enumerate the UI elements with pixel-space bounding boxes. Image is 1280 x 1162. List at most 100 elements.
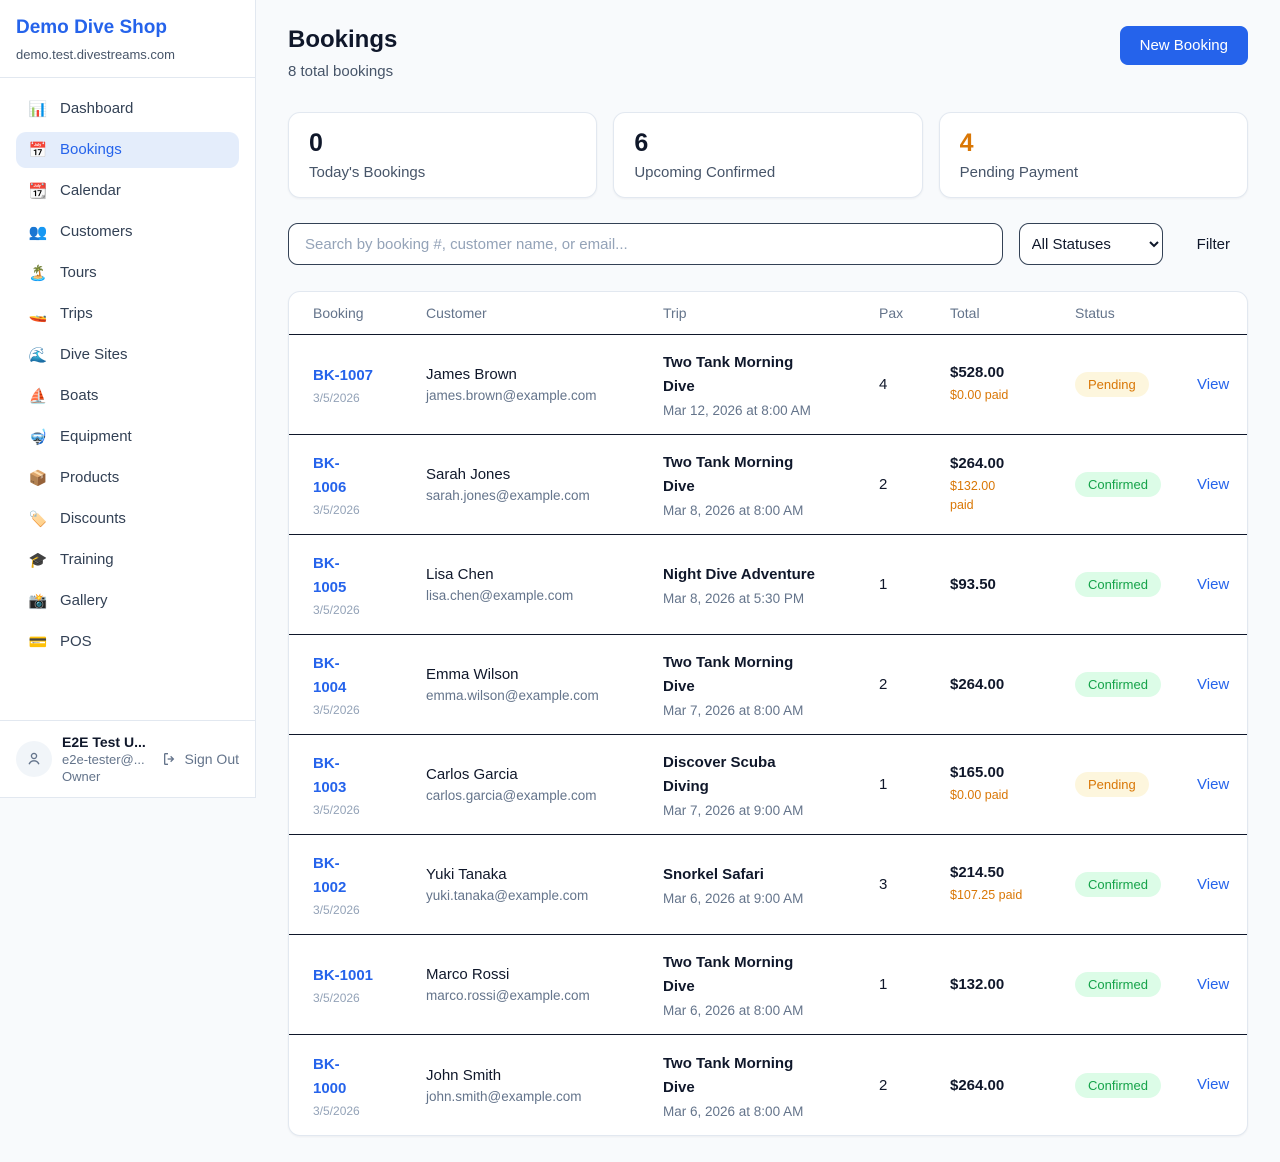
sidebar-item-discounts[interactable]: 🏷️ Discounts: [16, 501, 239, 537]
view-link[interactable]: View: [1197, 575, 1230, 593]
sidebar-item-dashboard[interactable]: 📊 Dashboard: [16, 91, 239, 127]
search-input[interactable]: [288, 223, 1003, 266]
view-link[interactable]: View: [1197, 975, 1230, 993]
view-link[interactable]: View: [1197, 875, 1230, 893]
table-row: BK-1001 3/5/2026 Marco Rossi marco.rossi…: [289, 935, 1247, 1036]
sidebar-item-label: Equipment: [60, 428, 132, 446]
pax-cell: 2: [879, 676, 950, 693]
total-cell: $264.00 $132.00 paid: [950, 455, 1075, 515]
trip-cell: Discover Scuba Diving Mar 7, 2026 at 9:0…: [663, 751, 879, 818]
pax-cell: 4: [879, 376, 950, 393]
trip-cell: Two Tank Morning Dive Mar 6, 2026 at 8:0…: [663, 951, 879, 1018]
brand: Demo Dive Shop demo.test.divestreams.com: [0, 0, 255, 78]
tours-icon: 🏝️: [28, 264, 48, 282]
trip-name: Two Tank Morning Dive: [663, 1054, 794, 1096]
column-header-total: Total: [950, 305, 980, 322]
booking-date: 3/5/2026: [313, 903, 360, 918]
actions-cell: View: [1187, 776, 1229, 794]
booking-id-link[interactable]: BK- 1000: [313, 1055, 347, 1097]
stat-value: 0: [309, 128, 323, 157]
booking-id-link[interactable]: BK- 1002: [313, 855, 347, 897]
sidebar-item-label: Calendar: [60, 182, 121, 200]
booking-id-link[interactable]: BK-1001: [313, 967, 374, 985]
stat-card-upcoming-confirmed: 6 Upcoming Confirmed: [613, 111, 923, 199]
status-filter-select[interactable]: All Statuses: [1018, 223, 1163, 266]
sidebar-nav: 📊 Dashboard 📅 Bookings 📆 Calendar 👥 Cust…: [0, 78, 255, 720]
booking-id-link[interactable]: BK- 1003: [313, 755, 347, 797]
trips-icon: 🚤: [28, 305, 48, 323]
trip-name: Two Tank Morning Dive: [663, 954, 794, 996]
trip-cell: Two Tank Morning Dive Mar 12, 2026 at 8:…: [663, 351, 879, 418]
trip-datetime: Mar 8, 2026 at 5:30 PM: [663, 591, 805, 607]
view-link[interactable]: View: [1197, 675, 1230, 693]
column-header-status: Status: [1075, 305, 1115, 322]
table-header-row: Booking Customer Trip Pax Total Status: [289, 292, 1247, 336]
customer-name: Yuki Tanaka: [426, 866, 507, 884]
booking-id-link[interactable]: BK-1007: [313, 367, 374, 385]
booking-cell: BK- 1003 3/5/2026: [313, 752, 426, 817]
customer-email: sarah.jones@example.com: [426, 488, 590, 504]
user-name: E2E Test U...: [62, 734, 146, 750]
booking-id-link[interactable]: BK- 1004: [313, 655, 347, 697]
sidebar-item-boats[interactable]: ⛵ Boats: [16, 378, 239, 414]
total-cell: $214.50 $107.25 paid: [950, 864, 1075, 905]
sidebar-item-customers[interactable]: 👥 Customers: [16, 214, 239, 250]
view-link[interactable]: View: [1197, 375, 1230, 393]
pax-cell: 2: [879, 476, 950, 493]
sidebar-item-training[interactable]: 🎓 Training: [16, 542, 239, 578]
customer-cell: Emma Wilson emma.wilson@example.com: [426, 666, 663, 703]
total-amount: $264.00: [950, 676, 1005, 694]
sign-out-button[interactable]: Sign Out: [162, 751, 239, 767]
sidebar-item-label: Tours: [60, 264, 97, 282]
sidebar-item-gallery[interactable]: 📸 Gallery: [16, 583, 239, 619]
booking-cell: BK-1007 3/5/2026: [313, 364, 426, 405]
status-cell: Confirmed: [1075, 872, 1187, 898]
customer-name: Marco Rossi: [426, 966, 510, 984]
booking-id-link[interactable]: BK- 1006: [313, 455, 347, 497]
table-row: BK- 1004 3/5/2026 Emma Wilson emma.wilso…: [289, 635, 1247, 736]
total-amount: $264.00: [950, 1076, 1005, 1094]
gallery-icon: 📸: [28, 592, 48, 610]
view-link[interactable]: View: [1197, 1076, 1230, 1094]
new-booking-button[interactable]: New Booking: [1119, 26, 1248, 65]
sidebar-item-bookings[interactable]: 📅 Bookings: [16, 131, 239, 168]
trip-cell: Snorkel Safari Mar 6, 2026 at 9:00 AM: [663, 863, 879, 906]
actions-cell: View: [1187, 376, 1229, 394]
dashboard-icon: 📊: [28, 100, 48, 118]
trip-name: Snorkel Safari: [663, 866, 764, 884]
filter-controls: All Statuses Filter: [288, 223, 1248, 266]
status-cell: Confirmed: [1075, 1072, 1187, 1098]
sidebar-item-equipment[interactable]: 🤿 Equipment: [16, 419, 239, 455]
booking-date: 3/5/2026: [313, 991, 360, 1006]
view-link[interactable]: View: [1197, 475, 1230, 493]
customer-cell: Marco Rossi marco.rossi@example.com: [426, 966, 663, 1003]
booking-id-link[interactable]: BK- 1005: [313, 555, 347, 597]
total-amount: $528.00: [950, 364, 1005, 382]
customer-cell: James Brown james.brown@example.com: [426, 366, 663, 403]
pax-value: 1: [879, 576, 888, 594]
column-header-booking: Booking: [313, 305, 364, 322]
total-cell: $93.50: [950, 576, 1075, 593]
status-cell: Confirmed: [1075, 472, 1187, 498]
sidebar-item-label: Customers: [60, 223, 133, 241]
sidebar-item-tours[interactable]: 🏝️ Tours: [16, 255, 239, 291]
stat-card-pending-payment: 4 Pending Payment: [938, 111, 1248, 199]
trip-name: Two Tank Morning Dive: [663, 454, 794, 496]
trip-name: Two Tank Morning Dive: [663, 654, 794, 696]
sidebar-item-pos[interactable]: 💳 POS: [16, 624, 239, 660]
page-header-text: Bookings 8 total bookings: [288, 26, 397, 80]
table-row: BK-1007 3/5/2026 James Brown james.brown…: [289, 335, 1247, 436]
pax-value: 1: [879, 976, 888, 994]
sidebar-item-dive-sites[interactable]: 🌊 Dive Sites: [16, 337, 239, 373]
sidebar-item-products[interactable]: 📦 Products: [16, 460, 239, 496]
logout-icon: [163, 753, 174, 765]
customer-cell: Carlos Garcia carlos.garcia@example.com: [426, 766, 663, 803]
column-header-customer: Customer: [426, 305, 487, 322]
sidebar-item-calendar[interactable]: 📆 Calendar: [16, 173, 239, 209]
stat-card-todays-bookings: 0 Today's Bookings: [288, 111, 598, 199]
sidebar-item-trips[interactable]: 🚤 Trips: [16, 296, 239, 332]
filter-button[interactable]: Filter: [1179, 228, 1248, 261]
user-icon: [28, 752, 40, 765]
total-cell: $528.00 $0.00 paid: [950, 364, 1075, 405]
view-link[interactable]: View: [1197, 775, 1230, 793]
